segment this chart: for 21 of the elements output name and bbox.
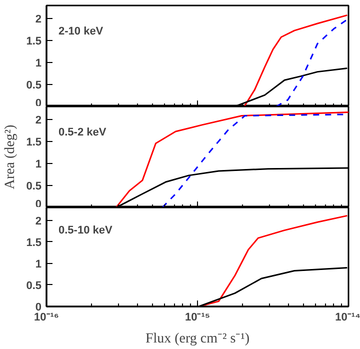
y-axis-title: Area (deg²) (3, 124, 18, 190)
y-tick-label: 1 (35, 258, 42, 270)
x-tick-label: 10⁻¹⁴ (335, 312, 360, 324)
y-tick-label: 2 (35, 114, 42, 127)
x-axis-title: Flux (erg cm⁻² s⁻¹) (145, 332, 250, 346)
y-tick-label: 1 (35, 58, 42, 70)
y-tick-label: 2 (35, 215, 42, 228)
x-tick-label: 10⁻¹⁶ (34, 312, 59, 324)
annotation: 0.5-2 keV (58, 126, 107, 138)
annotation: 2-10 keV (58, 26, 104, 38)
x-tick-label: 10⁻¹⁵ (184, 312, 210, 324)
y-tick-label: 1.5 (26, 36, 42, 48)
y-tick-label: 2 (35, 14, 42, 26)
y-tick-label: 0.5 (26, 280, 42, 292)
y-tick-label: 0.5 (26, 80, 42, 92)
y-tick-label: 0 (35, 302, 42, 314)
y-tick-label: 1.5 (26, 236, 42, 249)
y-tick-label: 0.5 (26, 180, 42, 193)
y-tick-label: 1.5 (26, 136, 42, 149)
annotation: 0.5-10 keV (58, 224, 113, 236)
y-tick-label: 1 (35, 158, 42, 171)
